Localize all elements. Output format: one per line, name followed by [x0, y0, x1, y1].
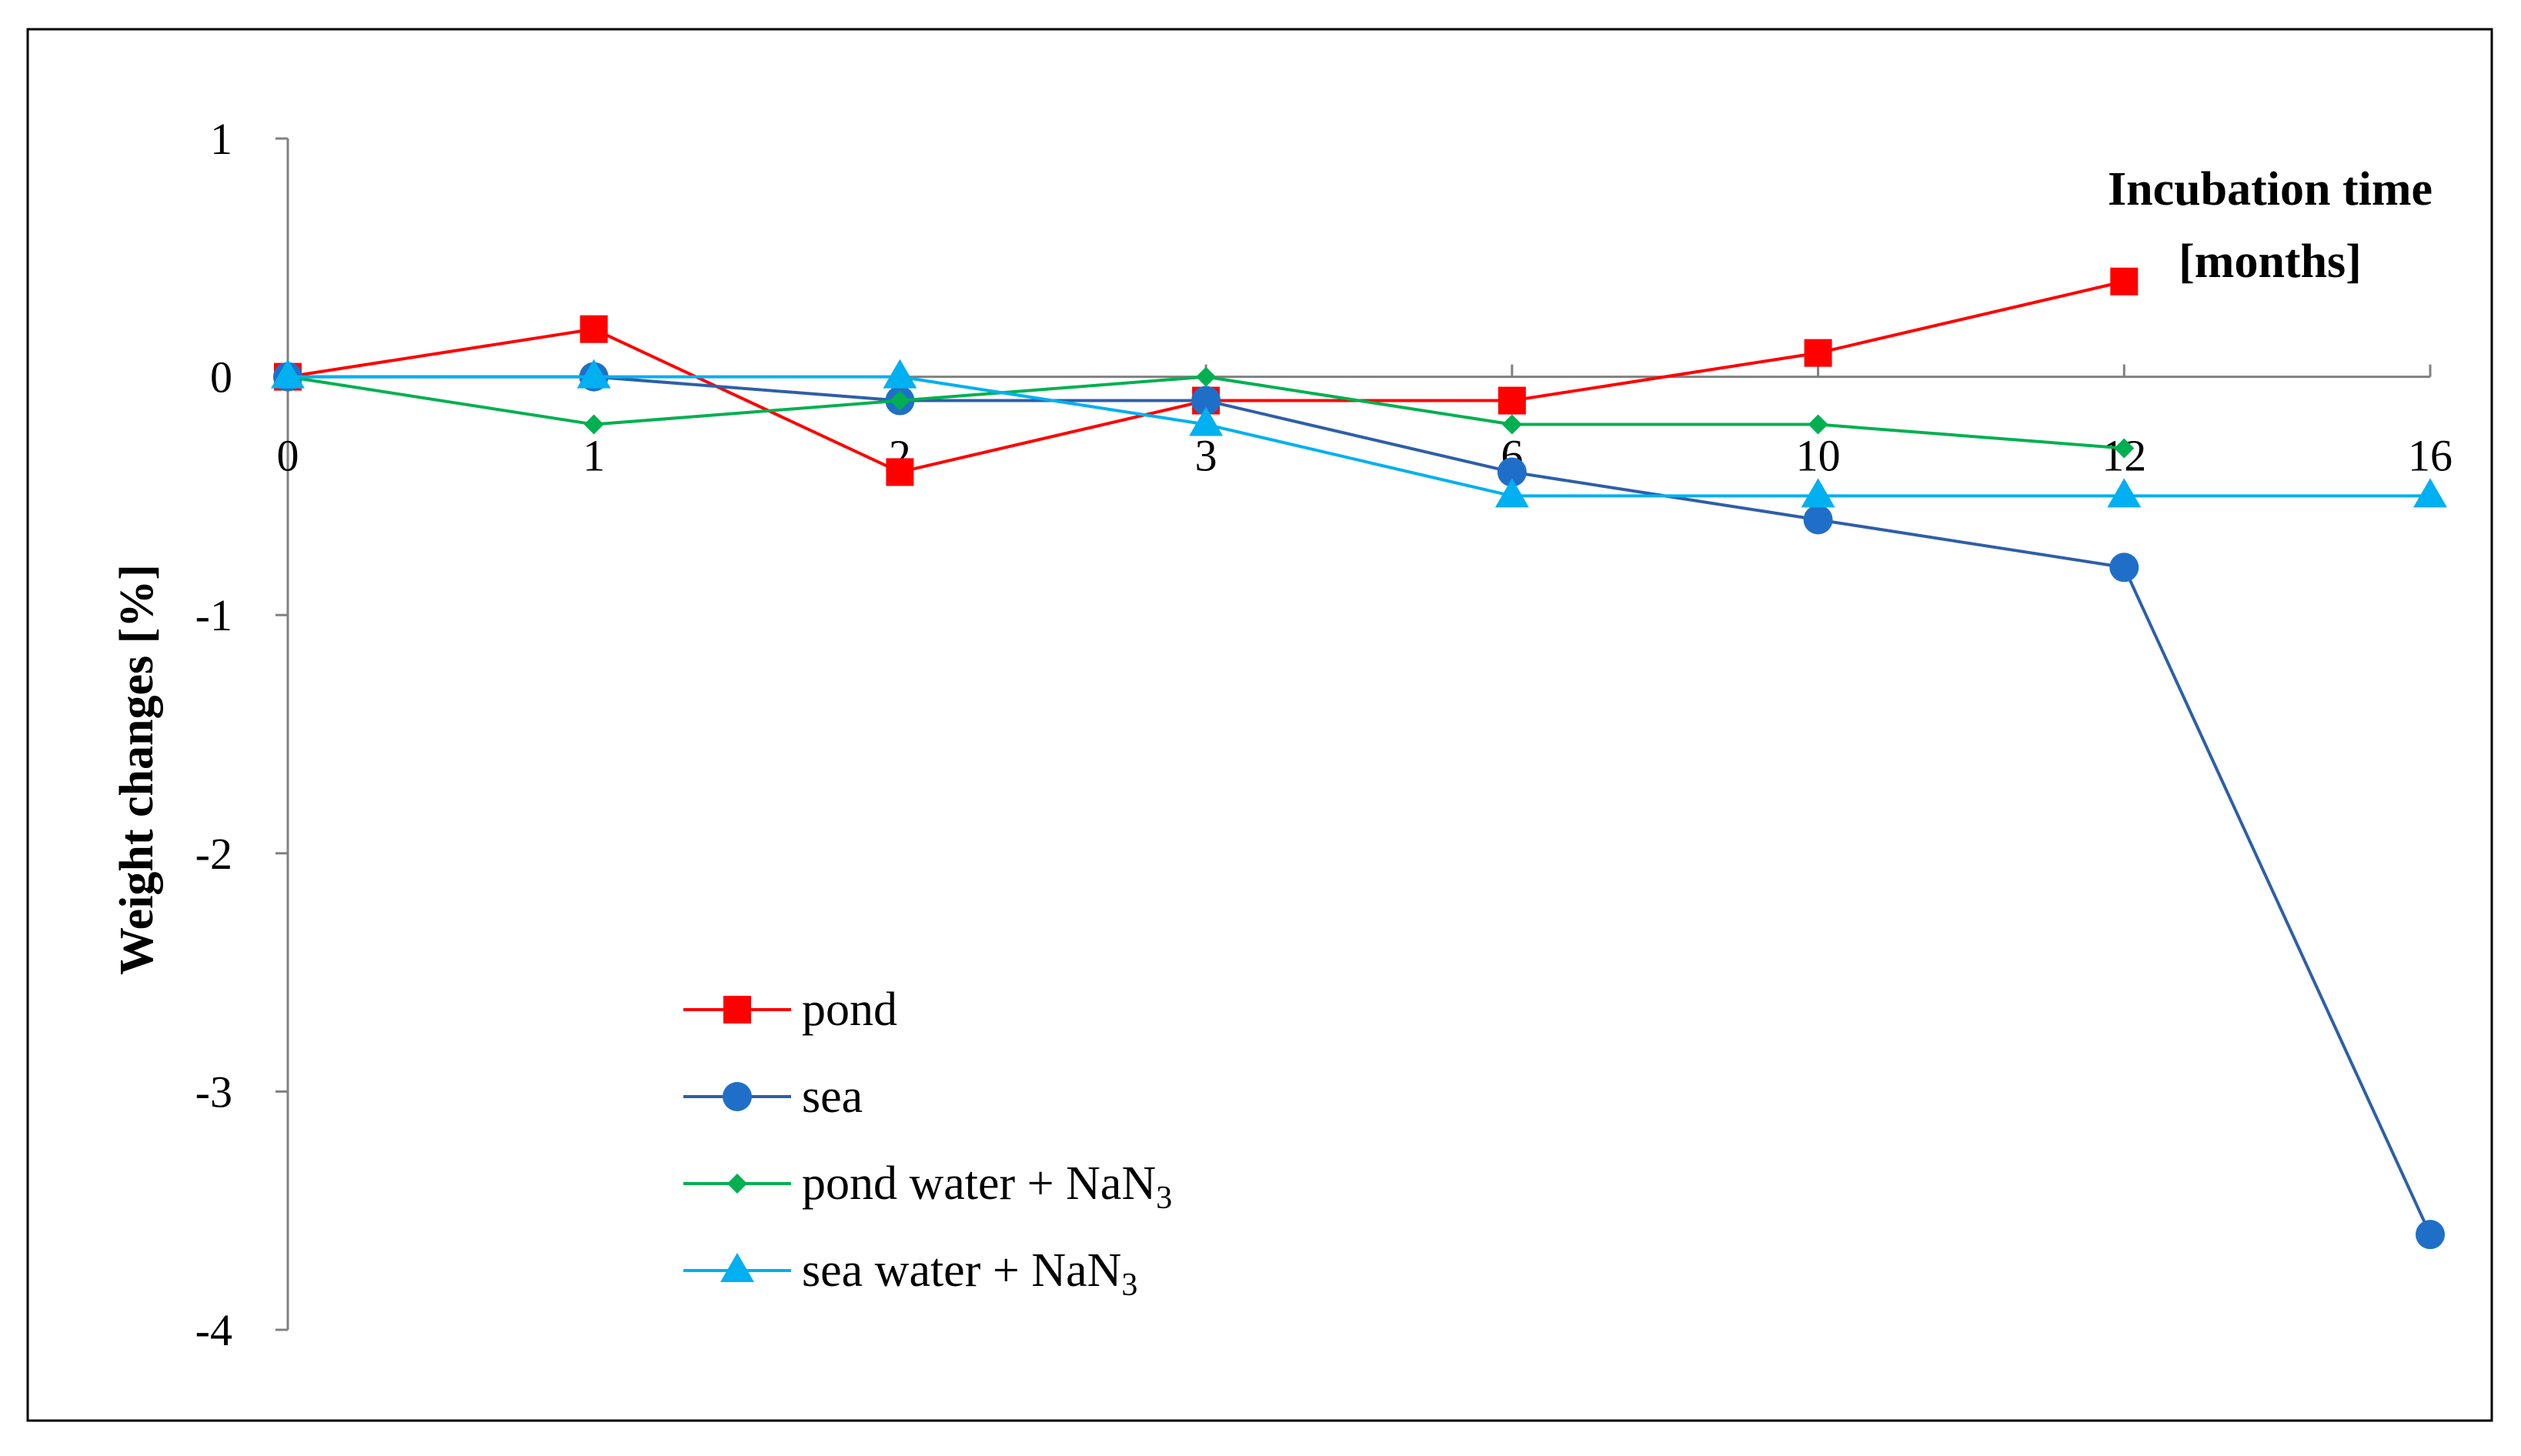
- x-axis-title: Incubation time [months]: [2108, 163, 2433, 288]
- legend-label-text: sea: [802, 1070, 863, 1123]
- y-axis: 1 0 -1 -2 -3 -4: [195, 114, 289, 1355]
- data-point: [2413, 478, 2447, 508]
- legend-marker: [720, 1253, 754, 1282]
- legend-marker: [727, 1174, 747, 1194]
- legend-marker: [723, 996, 751, 1024]
- data-point: [576, 359, 611, 389]
- data-point: [1801, 478, 1835, 508]
- x-tick-label: 0: [277, 431, 299, 481]
- data-point: [2110, 267, 2139, 296]
- y-axis-label: Weight changes [%]: [111, 564, 163, 975]
- data-point: [1498, 386, 1526, 415]
- legend-item-pond: pond: [683, 983, 897, 1036]
- data-point: [1804, 339, 1832, 367]
- y-tick-label: -3: [195, 1067, 232, 1117]
- data-point: [1196, 366, 1217, 387]
- series-line-sea-water-nan3: [288, 375, 2430, 498]
- data-point: [1808, 414, 1828, 435]
- legend-item-sea: sea: [683, 1070, 863, 1123]
- x-tick-label: 16: [2408, 431, 2453, 481]
- x-axis-label: Incubation time: [2108, 163, 2433, 215]
- x-axis-unit: [months]: [2179, 235, 2362, 288]
- series-line-sea: [288, 375, 2432, 1235]
- series-area: [271, 267, 2447, 1250]
- y-tick-label: -1: [195, 590, 232, 640]
- x-tick-label: 3: [1195, 431, 1217, 481]
- y-tick-label: -2: [195, 829, 232, 879]
- data-point: [1497, 457, 1527, 487]
- legend-label-text: sea water + NaN: [802, 1244, 1121, 1297]
- data-point: [1191, 386, 1221, 416]
- legend-label-subscript: 3: [1121, 1267, 1137, 1303]
- legend-label-text: pond: [802, 983, 897, 1036]
- legend-label-text: pond water + NaN: [802, 1157, 1156, 1210]
- legend-item-pond-water-nan3: pond water + NaN3: [683, 1157, 1172, 1216]
- data-point: [271, 359, 305, 389]
- x-tick-label: 1: [583, 431, 605, 481]
- data-point: [890, 390, 910, 411]
- legend-label: sea: [802, 1070, 863, 1123]
- legend-label: pond: [802, 983, 897, 1036]
- series-sea-water-nan3: [271, 359, 2447, 508]
- x-tick-label: 10: [1796, 431, 1841, 481]
- legend-label: pond water + NaN3: [802, 1157, 1172, 1216]
- legend-label: sea water + NaN3: [802, 1244, 1137, 1303]
- data-point: [2107, 478, 2142, 508]
- y-tick-label: 1: [210, 114, 232, 164]
- data-point: [1501, 414, 1522, 435]
- data-point: [886, 458, 914, 486]
- data-point: [1803, 505, 1833, 535]
- data-point: [583, 414, 604, 435]
- y-tick-label: -4: [195, 1305, 232, 1355]
- legend-marker: [723, 1082, 752, 1111]
- data-point: [1494, 478, 1529, 508]
- legend-label-subscript: 3: [1156, 1180, 1172, 1216]
- data-point: [579, 315, 608, 343]
- data-point: [2416, 1220, 2445, 1250]
- chart-frame: [26, 28, 2493, 1422]
- data-point: [1189, 406, 1224, 436]
- data-point: [2114, 438, 2135, 459]
- data-point: [2109, 553, 2139, 583]
- y-tick-label: 0: [210, 352, 232, 402]
- legend-item-sea-water-nan3: sea water + NaN3: [683, 1244, 1137, 1303]
- data-point: [883, 359, 917, 389]
